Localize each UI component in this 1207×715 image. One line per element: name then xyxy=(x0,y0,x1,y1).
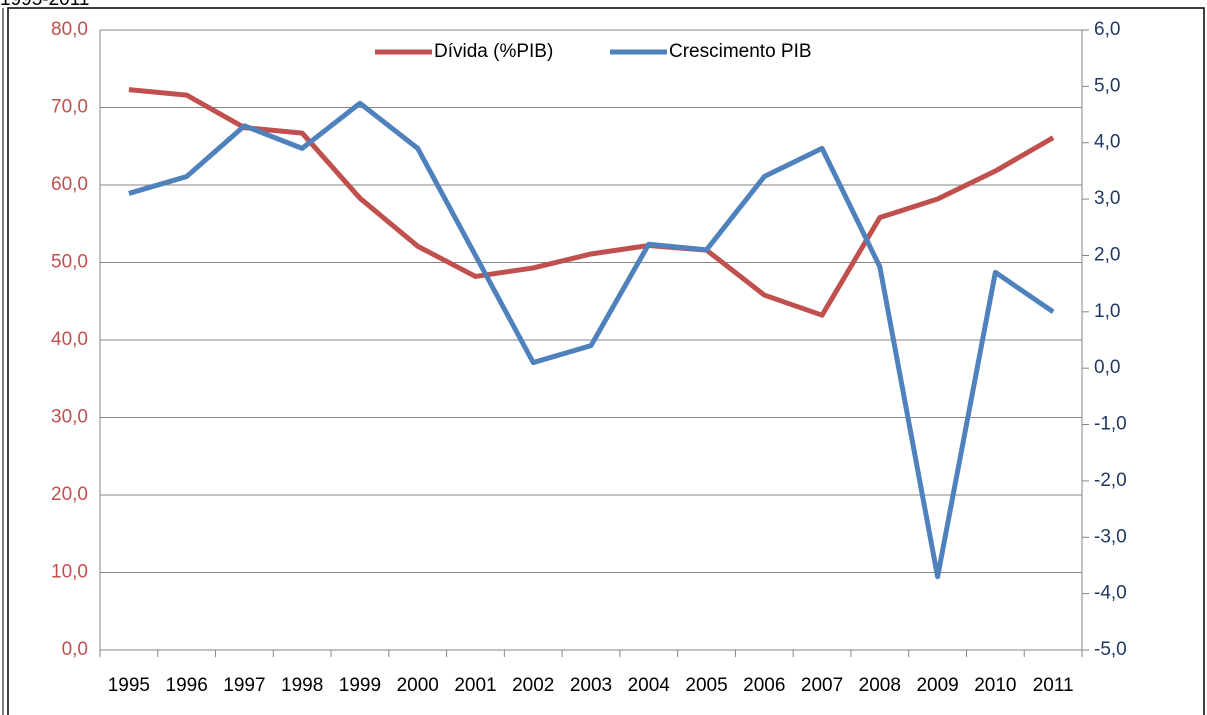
x-tick-label: 2006 xyxy=(743,675,785,696)
y2-tick-label: 0,0 xyxy=(1094,357,1120,378)
y2-tick-label: 5,0 xyxy=(1094,75,1120,96)
x-tick-label: 2008 xyxy=(859,675,901,696)
legend-label: Crescimento PIB xyxy=(669,41,812,62)
chart-title: 1995-2011 xyxy=(0,0,89,10)
x-tick-label: 1996 xyxy=(166,675,208,696)
y2-tick-label: -3,0 xyxy=(1094,526,1127,547)
x-tick-label: 2010 xyxy=(974,675,1016,696)
y-tick-label: 10,0 xyxy=(51,562,88,583)
y-tick-label: 40,0 xyxy=(51,329,88,350)
legend-label: Dívida (%PIB) xyxy=(434,41,553,62)
chart-frame xyxy=(7,7,1205,715)
x-tick-label: 2011 xyxy=(1033,675,1074,696)
data-line xyxy=(128,100,1055,580)
y-tick-label: 50,0 xyxy=(51,252,88,273)
y2-tick-label: 2,0 xyxy=(1094,244,1120,265)
y-tick-label: 60,0 xyxy=(51,174,88,195)
y2-tick-label: -4,0 xyxy=(1094,583,1127,604)
x-tick-label: 2005 xyxy=(685,675,727,696)
x-tick-label: 2002 xyxy=(512,675,554,696)
y-tick-label: 20,0 xyxy=(51,484,88,505)
x-tick-label: 1998 xyxy=(281,675,323,696)
y-tick-label: 30,0 xyxy=(51,407,88,428)
x-tick-label: 2004 xyxy=(628,675,671,696)
y2-tick-label: -5,0 xyxy=(1094,639,1127,660)
y-tick-label: 70,0 xyxy=(51,97,88,118)
x-tick-label: 2001 xyxy=(454,675,496,696)
x-tick-label: 2000 xyxy=(397,675,439,696)
y2-tick-label: 6,0 xyxy=(1094,19,1120,40)
y2-tick-label: -1,0 xyxy=(1094,414,1127,435)
y2-tick-label: 3,0 xyxy=(1094,188,1120,209)
y-tick-label: 0,0 xyxy=(62,639,88,660)
data-line xyxy=(128,87,1055,318)
x-tick-label: 1999 xyxy=(339,675,381,696)
x-tick-label: 1995 xyxy=(108,675,150,696)
x-tick-label: 2007 xyxy=(801,675,843,696)
x-tick-label: 2003 xyxy=(570,675,612,696)
y2-tick-label: 4,0 xyxy=(1094,132,1120,153)
y2-tick-label: 1,0 xyxy=(1094,301,1120,322)
y-tick-label: 80,0 xyxy=(51,19,88,40)
x-tick-label: 1997 xyxy=(223,675,265,696)
x-tick-label: 2009 xyxy=(916,675,958,696)
y2-tick-label: -2,0 xyxy=(1094,470,1127,491)
